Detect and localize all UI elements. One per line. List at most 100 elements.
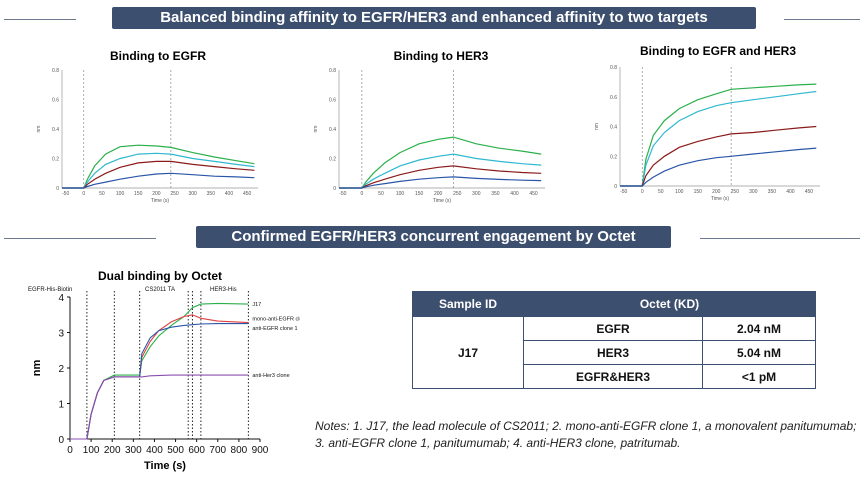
- series-line-cyan: [339, 153, 542, 189]
- x-tick-label: 100: [116, 191, 125, 197]
- x-tick-label: 350: [768, 189, 777, 195]
- x-tick-label: 200: [712, 189, 721, 195]
- x-tick-label: 200: [152, 191, 161, 197]
- top-banner-rule-left: [4, 19, 76, 20]
- target-cell: EGFR&HER3: [523, 364, 703, 389]
- y-tick-label: 0.6: [610, 95, 617, 101]
- series-line: [70, 323, 249, 440]
- series-line-green: [339, 136, 542, 189]
- mid-banner-rule-left: [4, 238, 156, 239]
- y-tick-label: 0: [333, 186, 336, 192]
- series-line: [70, 374, 249, 440]
- x-tick-label: 400: [786, 189, 795, 195]
- x-tick-label: 600: [188, 445, 205, 456]
- header-sample-id: Sample ID: [412, 291, 524, 317]
- target-cell: EGFR: [523, 316, 703, 341]
- octet-kd-table: Sample ID Octet (KD) J17 EGFR 2.04 nM HE…: [412, 291, 816, 389]
- series-line-darkred: [339, 165, 542, 189]
- y-tick-label: 0.4: [610, 125, 617, 131]
- top-banner-rule-right: [784, 19, 860, 20]
- egfr-her3-binding-plot: Binding to EGFR and HER3 0 0.2 0.4 0.6 0.8 -50…: [594, 44, 820, 202]
- x-tick-label: 50: [378, 191, 384, 197]
- phase-label: CS2011 TA: [145, 287, 175, 293]
- series-label: J17: [252, 302, 261, 308]
- y-tick-label: 0.6: [329, 98, 336, 104]
- octet-dual-binding-chart: Dual binding by Octet 0 1 2 3 4 0 100 200 300 400 5…: [28, 269, 300, 472]
- x-tick-label: 0: [641, 189, 644, 195]
- y-axis-label: nm: [31, 360, 43, 377]
- x-tick-label: 300: [125, 445, 142, 456]
- series-label: mono-anti-EGFR clone 1: [252, 316, 300, 322]
- series-line: [70, 314, 249, 440]
- kd-cell: <1 pM: [702, 364, 816, 389]
- x-tick-label: 250: [731, 189, 740, 195]
- x-tick-label: 400: [510, 191, 519, 197]
- x-tick-label: 300: [749, 189, 758, 195]
- series-line-darkred: [62, 160, 255, 189]
- y-tick-label: 0: [614, 184, 617, 190]
- series-line-green: [62, 144, 255, 189]
- x-tick-label: -50: [339, 191, 346, 197]
- plot-title: Binding to EGFR and HER3: [640, 44, 796, 58]
- y-tick-label: 0: [58, 435, 64, 446]
- x-tick-label: 50: [658, 189, 664, 195]
- y-tick-label: 0: [56, 186, 59, 192]
- y-axis-label: nm: [36, 126, 42, 133]
- series-line-cyan: [620, 90, 817, 187]
- x-axis-label: Time (s): [151, 198, 169, 204]
- x-tick-label: 200: [104, 445, 121, 456]
- y-tick-label: 2: [58, 364, 64, 375]
- x-tick-label: 0: [360, 191, 363, 197]
- y-tick-label: 1: [58, 400, 64, 411]
- x-tick-label: 450: [805, 189, 814, 195]
- y-tick-label: 0.8: [329, 68, 336, 74]
- top-banner: Balanced binding affinity to EGFR/HER3 a…: [112, 7, 756, 29]
- x-tick-label: 100: [675, 189, 684, 195]
- y-tick-label: 0.2: [52, 157, 59, 163]
- series-line-blue: [62, 172, 255, 189]
- series-line-darkred: [620, 125, 817, 187]
- plot-title: Binding to HER3: [394, 49, 489, 63]
- x-tick-label: 400: [225, 191, 234, 197]
- x-axis-label: Time (s): [144, 460, 186, 472]
- x-tick-label: 350: [207, 191, 216, 197]
- y-tick-label: 0.8: [610, 65, 617, 71]
- x-tick-label: 250: [170, 191, 179, 197]
- series-label: anti-Her3 clone: [252, 373, 289, 379]
- y-tick-label: 0.6: [52, 98, 59, 104]
- x-tick-label: 150: [134, 191, 143, 197]
- x-tick-label: 150: [415, 191, 424, 197]
- x-tick-label: 300: [188, 191, 197, 197]
- series-line-green: [620, 83, 817, 187]
- x-tick-label: 450: [243, 191, 252, 197]
- series-label: anti-EGFR clone 1: [252, 326, 297, 332]
- mid-banner: Confirmed EGFR/HER3 concurrent engagemen…: [196, 226, 671, 248]
- y-tick-label: 4: [58, 293, 64, 304]
- y-tick-label: 0.2: [610, 154, 617, 160]
- series-line-blue: [339, 176, 542, 189]
- x-tick-label: 0: [67, 445, 73, 456]
- x-tick-label: 800: [231, 445, 248, 456]
- target-cell: HER3: [523, 340, 703, 365]
- x-tick-label: 0: [82, 191, 85, 197]
- y-axis-label: nm: [313, 126, 319, 133]
- sample-id-cell: J17: [412, 316, 524, 389]
- x-axis-label: Time (s): [711, 196, 729, 202]
- kd-cell: 2.04 nM: [702, 316, 816, 341]
- x-tick-label: -50: [620, 189, 627, 195]
- x-tick-label: 300: [472, 191, 481, 197]
- series-line-blue: [620, 147, 817, 187]
- phase-label: EGFR-His-Biotin: [28, 287, 72, 293]
- y-tick-label: 0.2: [329, 157, 336, 163]
- x-tick-label: 700: [209, 445, 226, 456]
- y-tick-label: 3: [58, 329, 64, 340]
- header-octet-kd: Octet (KD): [523, 291, 816, 317]
- footnotes: Notes: 1. J17, the lead molecule of CS20…: [315, 419, 857, 450]
- x-tick-label: 200: [434, 191, 443, 197]
- x-tick-label: 500: [167, 445, 184, 456]
- x-tick-label: 150: [694, 189, 703, 195]
- phase-label: HER3-His: [210, 287, 237, 293]
- x-tick-label: -50: [62, 191, 69, 197]
